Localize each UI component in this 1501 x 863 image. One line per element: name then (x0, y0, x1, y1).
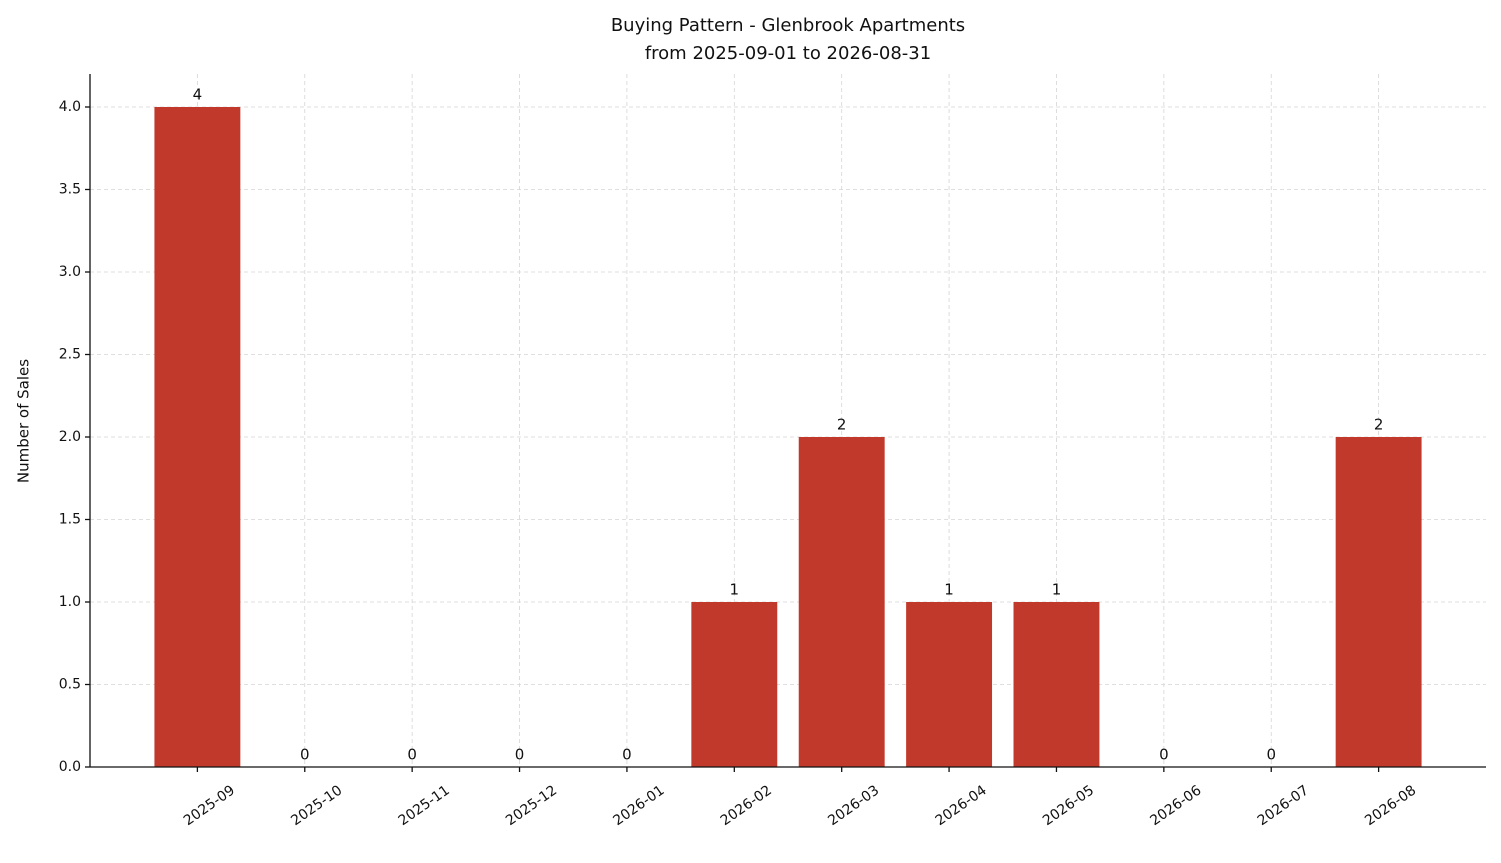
x-tick-label: 2026-05 (1040, 782, 1097, 829)
x-tick-label: 2026-06 (1147, 782, 1204, 829)
y-tick-label: 3.5 (59, 182, 81, 198)
value-label: 0 (622, 746, 632, 764)
x-tick-label: 2026-08 (1362, 782, 1419, 829)
value-label: 0 (515, 746, 525, 764)
value-label: 1 (1052, 581, 1062, 599)
bar (154, 107, 241, 767)
y-tick-label: 4.0 (59, 99, 81, 115)
bar (1335, 437, 1422, 767)
chart-title: Buying Pattern - Glenbrook Apartments (611, 15, 965, 36)
x-tick-label: 2026-03 (825, 782, 882, 829)
bar (691, 602, 778, 767)
value-label: 2 (1374, 416, 1384, 434)
y-tick-label: 2.0 (59, 429, 81, 445)
value-label: 0 (407, 746, 417, 764)
bar (906, 602, 993, 767)
x-tick-label: 2025-12 (503, 782, 560, 829)
value-label: 0 (1159, 746, 1169, 764)
x-tick-label: 2025-10 (288, 782, 345, 829)
value-label: 1 (730, 581, 740, 599)
x-tick-label: 2026-04 (933, 782, 990, 829)
value-label: 0 (300, 746, 310, 764)
chart-subtitle: from 2025-09-01 to 2026-08-31 (645, 43, 931, 64)
y-tick-label: 3.0 (59, 264, 81, 280)
x-tick-label: 2025-09 (181, 782, 238, 829)
value-label: 4 (193, 86, 203, 104)
bar (798, 437, 885, 767)
y-axis-label: Number of Sales (15, 359, 33, 483)
y-tick-label: 1.5 (59, 512, 81, 528)
value-label: 0 (1266, 746, 1276, 764)
y-tick-label: 0.5 (59, 677, 81, 693)
y-tick-label: 2.5 (59, 347, 81, 363)
x-tick-label: 2025-11 (396, 782, 453, 829)
y-tick-label: 1.0 (59, 594, 81, 610)
value-label: 1 (944, 581, 954, 599)
bar (1013, 602, 1100, 767)
x-tick-label: 2026-01 (610, 782, 667, 829)
y-tick-label: 0.0 (59, 759, 81, 775)
x-tick-label: 2026-07 (1255, 782, 1312, 829)
value-label: 2 (837, 416, 847, 434)
x-tick-label: 2026-02 (718, 782, 775, 829)
